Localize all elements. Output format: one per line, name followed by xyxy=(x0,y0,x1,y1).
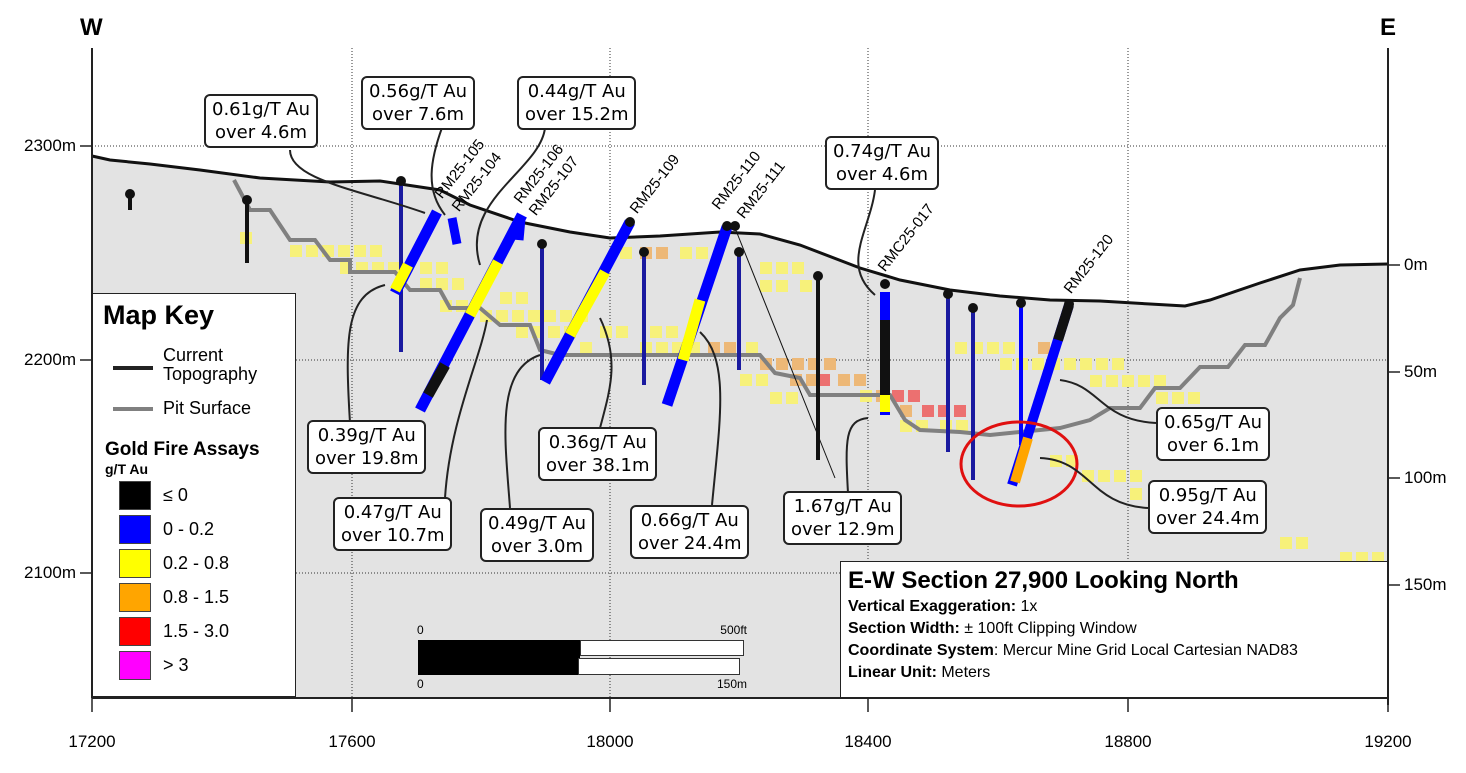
legend-bin: 0 - 0.2 xyxy=(119,515,289,547)
color-swatch xyxy=(119,481,151,510)
section-title: E-W Section 27,900 Looking North xyxy=(848,567,1239,594)
assay-callout: 0.49g/T Au over 3.0m xyxy=(480,508,595,562)
color-swatch xyxy=(119,617,151,646)
topography-swatch xyxy=(113,366,153,370)
easting-label-17600: 17600 xyxy=(328,732,376,751)
assay-callout: 0.39g/T Au over 19.8m xyxy=(307,420,427,474)
callout-leaders xyxy=(289,124,1157,509)
topography-line xyxy=(91,154,1389,308)
easting-label-17200: 17200 xyxy=(68,732,116,751)
assay-callout: 0.61g/T Au over 4.6m xyxy=(204,94,319,148)
assay-callout: 0.66g/T Au over 24.4m xyxy=(630,505,750,559)
assay-callout: 0.65g/T Au over 6.1m xyxy=(1156,407,1271,461)
legend-bin: 0.2 - 0.8 xyxy=(119,549,289,581)
elevation-label-2200: 2200m xyxy=(24,350,76,369)
easting-label-18400: 18400 xyxy=(844,732,892,751)
assay-callout: 0.44g/T Au over 15.2m xyxy=(517,76,637,130)
pit-surface-line xyxy=(232,179,1302,438)
east-compass-label: E xyxy=(1380,14,1397,41)
assay-callout: 0.36g/T Au over 38.1m xyxy=(538,427,658,481)
legend-bin: ≤ 0 xyxy=(119,481,289,513)
info-row-section-width: Section Width: ± 100ft Clipping Window xyxy=(848,620,1137,637)
assay-callout: 0.95g/T Au over 24.4m xyxy=(1148,480,1268,534)
easting-label-18800: 18800 xyxy=(1104,732,1152,751)
assay-legend-unit: g/T Au xyxy=(105,461,149,477)
legend-item-pit-surface: Pit Surface xyxy=(113,399,293,419)
color-swatch xyxy=(119,515,151,544)
depth-label-50: 50m xyxy=(1404,362,1438,381)
legend-item-topography: Current Topography xyxy=(113,346,293,386)
elevation-label-2100: 2100m xyxy=(24,563,76,582)
assay-callout: 1.67g/T Au over 12.9m xyxy=(783,491,903,545)
assay-legend-title: Gold Fire Assays xyxy=(105,439,260,460)
depth-label-150: 150m xyxy=(1404,575,1447,594)
color-swatch xyxy=(119,651,151,680)
color-swatch xyxy=(119,583,151,612)
legend-bin: 1.5 - 3.0 xyxy=(119,617,289,649)
axis-ticks xyxy=(80,145,1400,712)
pit-surface-swatch xyxy=(113,407,153,411)
assay-callout: 0.47g/T Au over 10.7m xyxy=(333,497,453,551)
info-row-linear-unit: Linear Unit: Meters xyxy=(848,664,991,681)
map-key-legend: Map Key Current Topography Pit Surface G… xyxy=(92,293,296,697)
info-row-coordinate-system: Coordinate System: Mercur Mine Grid Loca… xyxy=(848,642,1298,659)
legend-title: Map Key xyxy=(103,300,215,330)
drill-hole-traces xyxy=(125,176,1074,487)
depth-label-100: 100m xyxy=(1404,468,1447,487)
assay-callout: 0.74g/T Au over 4.6m xyxy=(825,136,940,190)
info-row-vertical-exaggeration: Vertical Exaggeration: 1x xyxy=(848,598,1038,615)
assay-callout: 0.56g/T Au over 7.6m xyxy=(361,76,476,130)
depth-label-0: 0m xyxy=(1404,255,1428,274)
color-swatch xyxy=(119,549,151,578)
elevation-label-2300: 2300m xyxy=(24,136,76,155)
west-compass-label: W xyxy=(80,14,103,41)
section-info-box: E-W Section 27,900 Looking North Vertica… xyxy=(840,561,1388,698)
scale-bar: 0 500ft 0 150m xyxy=(417,623,747,691)
easting-label-18000: 18000 xyxy=(586,732,634,751)
highlight-ellipse xyxy=(959,420,1079,508)
legend-bin: 0.8 - 1.5 xyxy=(119,583,289,615)
legend-bin: > 3 xyxy=(119,651,289,683)
easting-label-19200: 19200 xyxy=(1364,732,1412,751)
